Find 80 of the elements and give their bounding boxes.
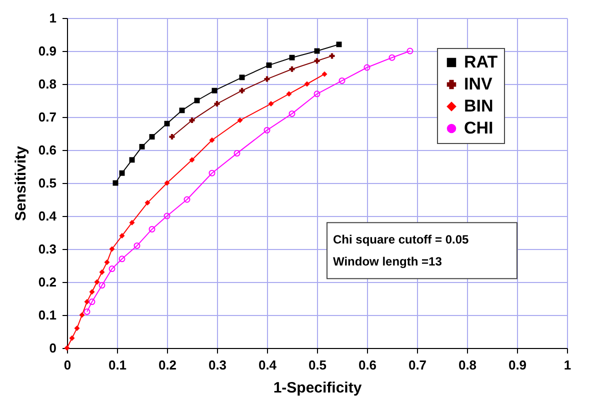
point <box>119 233 125 239</box>
point <box>336 42 342 48</box>
point <box>129 220 135 226</box>
point <box>234 150 240 157</box>
point <box>94 279 100 285</box>
y-tick-label: 0.1 <box>38 308 56 322</box>
point <box>289 54 295 60</box>
y-tick-label: 0.9 <box>38 44 56 58</box>
x-tick-label: 0.6 <box>358 358 377 372</box>
annotation: Window length =13 <box>333 254 442 269</box>
point <box>89 289 95 295</box>
point <box>322 71 328 77</box>
y-tick-label: 1 <box>49 10 56 26</box>
x-tick-label: 0.1 <box>108 358 127 372</box>
point <box>119 170 125 176</box>
point <box>304 81 310 87</box>
point <box>286 91 292 97</box>
point <box>314 90 320 98</box>
point <box>208 170 216 176</box>
point <box>164 212 170 220</box>
legend-label: INV <box>464 74 493 94</box>
x-tick-label: 0.9 <box>508 358 527 372</box>
point <box>184 196 190 203</box>
point <box>288 110 296 117</box>
point <box>74 325 80 331</box>
y-tick-label: 0.7 <box>38 110 56 124</box>
point <box>169 134 175 140</box>
point <box>266 62 272 68</box>
x-tick-label: 0.7 <box>408 358 427 372</box>
point <box>144 200 150 206</box>
point <box>139 144 145 150</box>
x-tick-label: 0.3 <box>208 358 227 372</box>
point <box>189 157 195 163</box>
point <box>148 226 156 232</box>
point <box>118 256 126 262</box>
point <box>79 312 85 318</box>
point <box>212 88 218 94</box>
y-axis-title: Sensitivity <box>12 145 30 222</box>
point <box>84 299 90 305</box>
y-tick-label: 0.6 <box>38 142 56 158</box>
y-tick-label: 0.3 <box>38 242 56 256</box>
point <box>108 266 116 272</box>
point <box>134 242 140 249</box>
point <box>104 259 110 265</box>
point <box>209 137 215 143</box>
x-tick-label: 0.8 <box>458 358 477 372</box>
point <box>264 126 270 134</box>
point <box>149 134 155 140</box>
x-tick-label: 1 <box>564 358 572 372</box>
point <box>239 74 245 80</box>
x-tick-label: 0 <box>64 358 72 372</box>
point <box>179 108 185 114</box>
point <box>214 101 220 107</box>
point <box>164 180 170 186</box>
y-tick-label: 0 <box>49 340 56 356</box>
annotation: Chi square cutoff = 0.05 <box>333 232 470 247</box>
point <box>268 101 274 107</box>
point <box>129 157 135 163</box>
point <box>189 118 195 124</box>
y-tick-label: 0.8 <box>38 76 56 92</box>
point <box>88 298 96 306</box>
x-axis-title: 1-Specificity <box>273 380 362 396</box>
x-tick-label: 0.2 <box>158 358 177 372</box>
point <box>98 282 106 289</box>
y-tick-label: 0.4 <box>38 208 58 224</box>
point <box>237 118 243 124</box>
legend-label: RAT <box>464 52 498 72</box>
point <box>364 64 370 71</box>
y-tick-label: 0.5 <box>38 176 56 190</box>
legend-label: CHI <box>464 118 494 138</box>
point <box>338 77 346 84</box>
y-tick-label: 0.2 <box>38 274 56 290</box>
x-tick-label: 0.4 <box>258 358 278 372</box>
legend-label: BIN <box>464 96 494 116</box>
point <box>388 54 396 61</box>
point <box>109 246 115 252</box>
x-tick-label: 0.5 <box>308 358 327 372</box>
point <box>69 335 75 341</box>
point <box>99 269 105 275</box>
point <box>164 120 170 126</box>
